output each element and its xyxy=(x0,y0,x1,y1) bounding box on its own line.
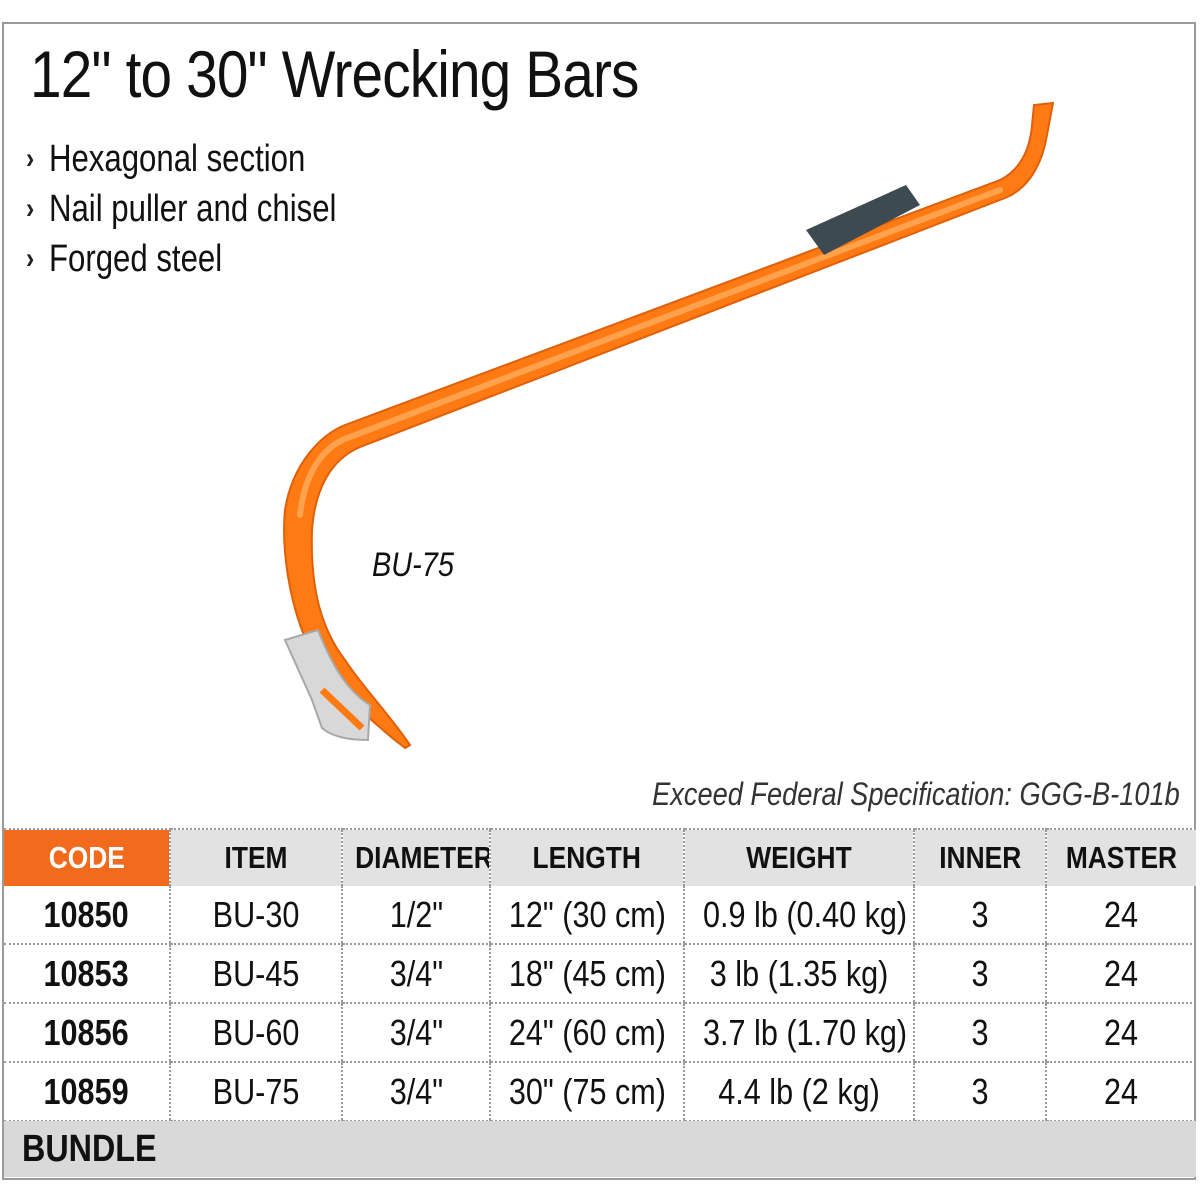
table-cell: 3 xyxy=(913,944,1046,1004)
feature-item: › Nail puller and chisel xyxy=(26,184,336,234)
table-header-row: CODE ITEM DIAMETER LENGTH WEIGHT INNER M… xyxy=(4,828,1196,886)
column-header: CODE xyxy=(4,828,170,886)
table-cell: 12" (30 cm) xyxy=(489,886,684,945)
table-cell: 3/4" xyxy=(341,1003,490,1063)
table-cell: BU-60 xyxy=(169,1003,342,1063)
wrecking-bar-illustration xyxy=(283,101,1055,750)
table-cell: 10853 xyxy=(4,944,170,1004)
bundle-footer: BUNDLE xyxy=(4,1121,1196,1177)
table-cell: BU-75 xyxy=(169,1062,342,1122)
spec-note: Exceed Federal Specification: GGG-B-101b xyxy=(652,776,1180,812)
table-cell: 24 xyxy=(1045,886,1196,945)
bundle-label: BUNDLE xyxy=(22,1128,157,1170)
column-header: LENGTH xyxy=(489,828,684,886)
table-cell: 18" (45 cm) xyxy=(489,944,684,1004)
table-cell: 3 xyxy=(913,1003,1046,1063)
column-header: WEIGHT xyxy=(683,828,914,886)
table-cell: 1/2" xyxy=(341,886,490,945)
table-cell: 24 xyxy=(1045,1062,1196,1122)
table-cell: 3/4" xyxy=(341,944,490,1004)
feature-item: › Hexagonal section xyxy=(26,134,336,184)
wrecking-bar-body xyxy=(283,101,1055,750)
table-cell: BU-30 xyxy=(169,886,342,945)
chevron-right-icon: › xyxy=(26,242,35,275)
feature-text: Forged steel xyxy=(48,237,223,280)
chevron-right-icon: › xyxy=(26,192,35,225)
table-cell: 3 lb (1.35 kg) xyxy=(683,944,914,1004)
chevron-right-icon: › xyxy=(26,142,35,175)
grip-band xyxy=(806,185,920,255)
column-header: INNER xyxy=(913,828,1046,886)
column-header: MASTER xyxy=(1045,828,1196,886)
table-cell: 0.9 lb (0.40 kg) xyxy=(683,886,914,945)
table-cell: 4.4 lb (2 kg) xyxy=(683,1062,914,1122)
table-cell: 24 xyxy=(1045,1003,1196,1063)
table-cell: 3 xyxy=(913,886,1046,945)
column-header: DIAMETER xyxy=(341,828,490,886)
bar-highlight xyxy=(297,187,1003,518)
table-row: 10850 BU-30 1/2" 12" (30 cm) 0.9 lb (0.4… xyxy=(4,886,1196,945)
model-label: BU-75 xyxy=(372,546,454,584)
feature-text: Nail puller and chisel xyxy=(48,187,337,230)
feature-list: › Hexagonal section › Nail puller and chis… xyxy=(26,134,405,284)
table-cell: 10856 xyxy=(4,1003,170,1063)
table-cell: 3.7 lb (1.70 kg) xyxy=(683,1003,914,1063)
table-cell: 24" (60 cm) xyxy=(489,1003,684,1063)
table-cell: 10850 xyxy=(4,886,170,945)
table-cell: 30" (75 cm) xyxy=(489,1062,684,1122)
table-cell: 3/4" xyxy=(341,1062,490,1122)
table-cell: 24 xyxy=(1045,944,1196,1004)
table-row: 10859 BU-75 3/4" 30" (75 cm) 4.4 lb (2 k… xyxy=(4,1062,1196,1122)
spec-table: CODE ITEM DIAMETER LENGTH WEIGHT INNER M… xyxy=(4,828,1196,1122)
table-row: 10853 BU-45 3/4" 18" (45 cm) 3 lb (1.35 … xyxy=(4,944,1196,1004)
page-title: 12" to 30" Wrecking Bars xyxy=(30,37,639,111)
column-header: ITEM xyxy=(169,828,342,886)
table-row: 10856 BU-60 3/4" 24" (60 cm) 3.7 lb (1.7… xyxy=(4,1003,1196,1063)
table-cell: 10859 xyxy=(4,1062,170,1122)
feature-item: › Forged steel xyxy=(26,234,336,284)
table-cell: 3 xyxy=(913,1062,1046,1122)
table-cell: BU-45 xyxy=(169,944,342,1004)
feature-text: Hexagonal section xyxy=(48,137,306,180)
claw-slot xyxy=(319,687,365,731)
